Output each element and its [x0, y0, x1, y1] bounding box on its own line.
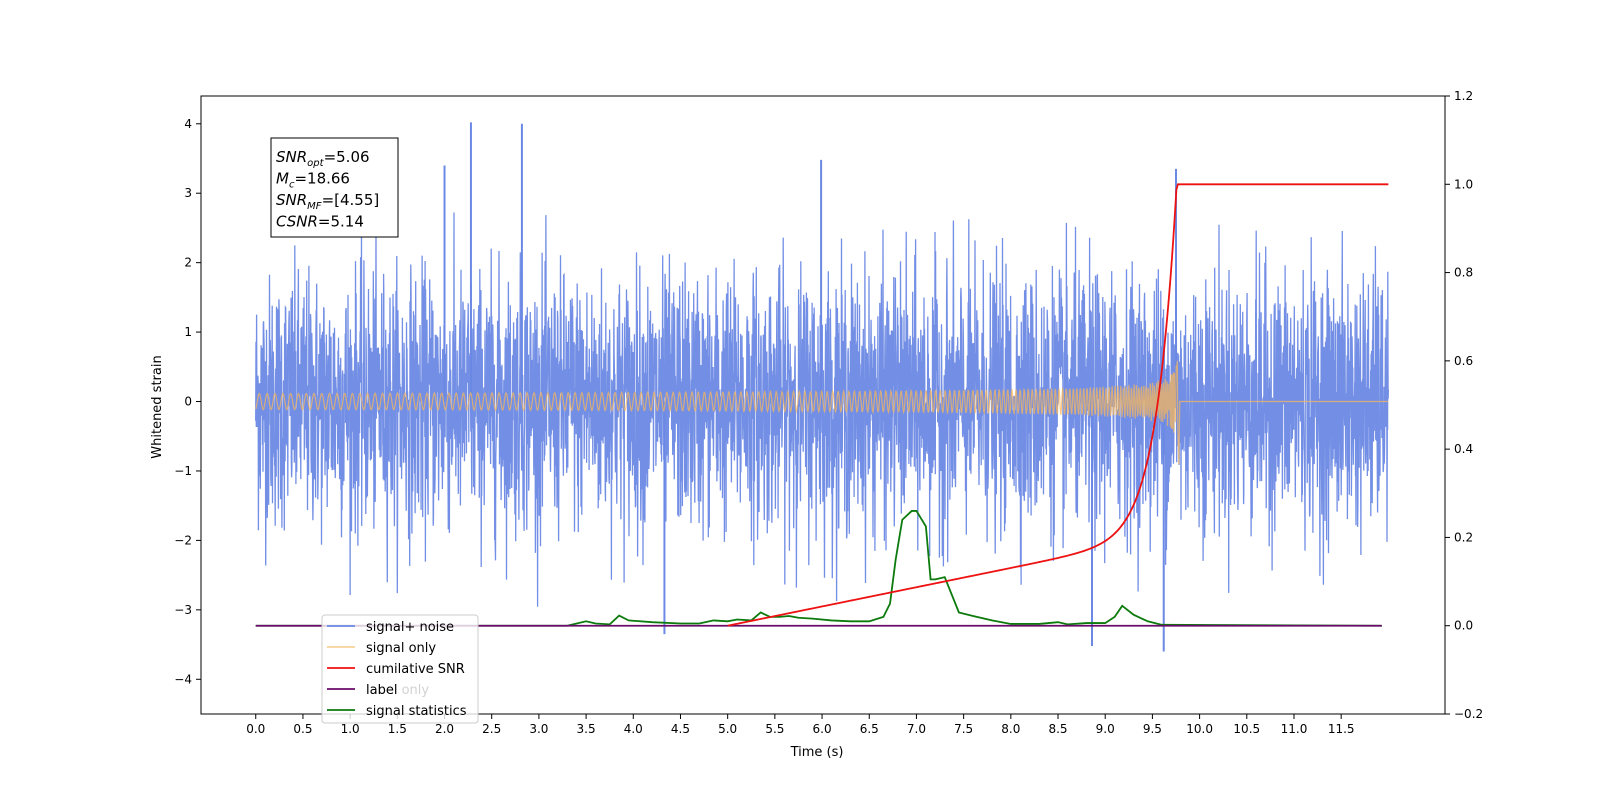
y-left-tick-label: 1	[184, 325, 192, 339]
cumulative-snr-line	[727, 183, 1389, 627]
x-tick-label: 3.0	[529, 722, 548, 736]
x-tick-label: 9.5	[1143, 722, 1162, 736]
x-tick-label: 4.5	[671, 722, 690, 736]
annotation-line: SNRopt=5.06	[276, 148, 370, 169]
x-tick-label: 4.0	[624, 722, 643, 736]
y-right-tick-label: 0.0	[1454, 619, 1473, 633]
x-tick-label: 7.0	[907, 722, 926, 736]
x-tick-label: 6.0	[813, 722, 832, 736]
annotation-line: CSNR=5.14	[276, 213, 364, 231]
x-tick-label: 8.5	[1048, 722, 1067, 736]
y-left-tick-label: 4	[184, 117, 192, 131]
x-tick-label: 8.0	[1001, 722, 1020, 736]
y-left-tick-label: 0	[184, 395, 192, 409]
x-axis-label: Time (s)	[790, 745, 844, 760]
signal-only-line	[255, 360, 1389, 465]
y-right-tick-label: 0.8	[1454, 266, 1473, 280]
x-tick-label: 1.5	[388, 722, 407, 736]
y-right-tick-label: −0.2	[1454, 707, 1483, 721]
legend-label: label only	[366, 683, 429, 698]
x-tick-label: 9.0	[1096, 722, 1115, 736]
y-left-tick-label: −4	[174, 672, 192, 686]
y-right-tick-label: 0.2	[1454, 530, 1473, 544]
legend-label: signal+ noise	[366, 620, 454, 635]
y-right-tick-label: 0.4	[1454, 442, 1473, 456]
y-axis-label: Whitened strain	[150, 355, 165, 458]
axes-frame	[200, 95, 1446, 715]
legend-label: signal only	[366, 641, 436, 656]
y-right-tick-label: 1.2	[1454, 89, 1473, 103]
y-left-tick-label: −3	[174, 603, 192, 617]
x-tick-label: 10.5	[1233, 722, 1260, 736]
legend-frame	[321, 614, 479, 724]
y-right-tick-label: 0.6	[1454, 354, 1473, 368]
y-left-tick-label: 2	[184, 256, 192, 270]
legend-label: label	[366, 683, 397, 698]
x-tick-label: 6.5	[860, 722, 879, 736]
annotation-frame	[270, 137, 399, 238]
y-left-tick-label: −2	[174, 533, 192, 547]
x-tick-label: 11.0	[1281, 722, 1308, 736]
legend-label: signal statistics	[366, 704, 467, 719]
x-tick-label: 1.0	[341, 722, 360, 736]
x-tick-label: 3.5	[577, 722, 596, 736]
x-tick-label: 0.0	[246, 722, 265, 736]
x-tick-label: 11.5	[1328, 722, 1355, 736]
y-left-axis-ticks: −4 −3 −2 −1 0 1 2 3 4	[174, 117, 201, 686]
x-axis-ticks: 0.0 0.5 1.0 1.5 2.0 2.5 3.0 3.5 4.0 4.5 5.0 5.5 6.0 6…	[246, 714, 1355, 736]
x-tick-label: 5.0	[718, 722, 737, 736]
signal-noise-series	[255, 122, 1390, 652]
signal-statistics-series	[255, 510, 1382, 627]
x-tick-label: 2.5	[482, 722, 501, 736]
annotation-line: SNRMF=[4.55]	[276, 191, 379, 212]
annotation-line: Mc=18.66	[276, 170, 350, 191]
x-tick-label: 10.0	[1186, 722, 1213, 736]
signal-statistics-line	[255, 510, 1382, 627]
x-tick-label: 0.5	[293, 722, 312, 736]
y-right-tick-label: 1.0	[1454, 177, 1473, 191]
signal-noise-line	[255, 212, 1390, 607]
y-right-axis-ticks: −0.2 0.0 0.2 0.4 0.6 0.8 1.0 1.2	[1445, 89, 1483, 721]
legend: signal+ noise signal only cumilative SNR la…	[321, 614, 479, 724]
plot-frame	[200, 95, 1446, 715]
legend-label: cumilative SNR	[366, 662, 465, 677]
x-tick-label: 5.5	[765, 722, 784, 736]
y-left-tick-label: 3	[184, 186, 192, 200]
cumulative-snr-series	[727, 183, 1389, 627]
x-tick-label: 7.5	[954, 722, 973, 736]
y-left-tick-label: −1	[174, 464, 192, 478]
x-tick-label: 2.0	[435, 722, 454, 736]
signal-only-series	[255, 360, 1389, 465]
